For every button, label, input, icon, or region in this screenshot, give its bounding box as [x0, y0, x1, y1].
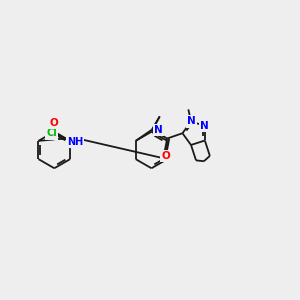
Text: N: N: [200, 121, 209, 131]
Text: NH: NH: [67, 137, 83, 147]
Text: O: O: [49, 118, 58, 128]
Text: Cl: Cl: [46, 128, 57, 139]
Text: N: N: [154, 125, 163, 135]
Text: N: N: [187, 116, 195, 127]
Text: O: O: [161, 151, 170, 161]
